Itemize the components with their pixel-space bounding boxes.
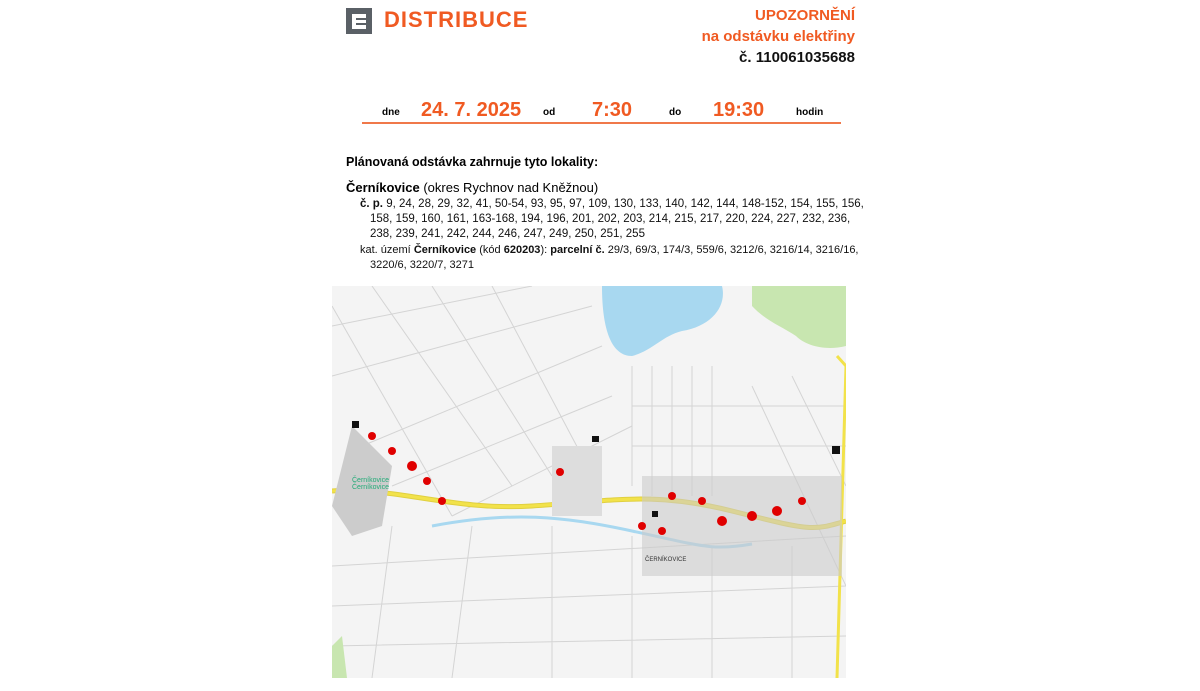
kod: 620203 <box>503 244 541 256</box>
from-value: 7:30 <box>592 99 633 121</box>
cp-list: 9, 24, 28, 29, 32, 41, 50-54, 93, 95, 97… <box>370 198 864 240</box>
unit-label: hodin <box>796 107 824 118</box>
kat-prefix: kat. území <box>360 244 411 256</box>
notice-title: UPOZORNĚNÍ <box>754 7 855 24</box>
parcel-list: 29/3, 69/3, 174/3, 559/6, 3212/6, 3216/1… <box>370 244 859 271</box>
date-value: 24. 7. 2025 <box>421 99 522 121</box>
transformer-markers <box>352 421 840 517</box>
kat-name: Černíkovice <box>413 244 477 256</box>
kod-prefix: (kód <box>479 244 501 256</box>
kod-suffix: ): <box>540 244 548 256</box>
to-label: do <box>669 107 682 118</box>
date-label: dne <box>382 107 400 118</box>
cez-logo-icon <box>346 8 372 34</box>
map-label-town: ČERNÍKOVICE <box>645 556 686 563</box>
notice-number: č. 110061035688 <box>739 49 855 66</box>
outage-markers <box>368 432 806 535</box>
map-label-village-2: Černíkovice <box>352 482 389 491</box>
locality-name: Černíkovice <box>346 180 420 195</box>
section-heading: Plánovaná odstávka zahrnuje tyto lokalit… <box>346 155 599 169</box>
district: (okres Rychnov nad Kněžnou) <box>423 180 599 195</box>
buildings <box>332 426 842 576</box>
notice-subtitle: na odstávku elektřiny <box>701 28 855 45</box>
map-label-village: Černíkovice <box>352 475 389 484</box>
forest-area <box>752 286 846 348</box>
to-value: 19:30 <box>713 99 765 121</box>
parcel-label: parcelní č. <box>550 244 605 256</box>
cp-label: č. p. <box>360 198 384 210</box>
lake <box>602 286 723 356</box>
from-label: od <box>543 107 556 118</box>
green-area <box>332 636 347 678</box>
brand-name: DISTRIBUCE <box>384 7 529 32</box>
field-lines <box>332 286 846 678</box>
farm-area <box>552 446 602 516</box>
outage-map[interactable]: Černíkovice Černíkovice ČERNÍKOVICE <box>332 286 846 678</box>
divider <box>362 122 841 124</box>
